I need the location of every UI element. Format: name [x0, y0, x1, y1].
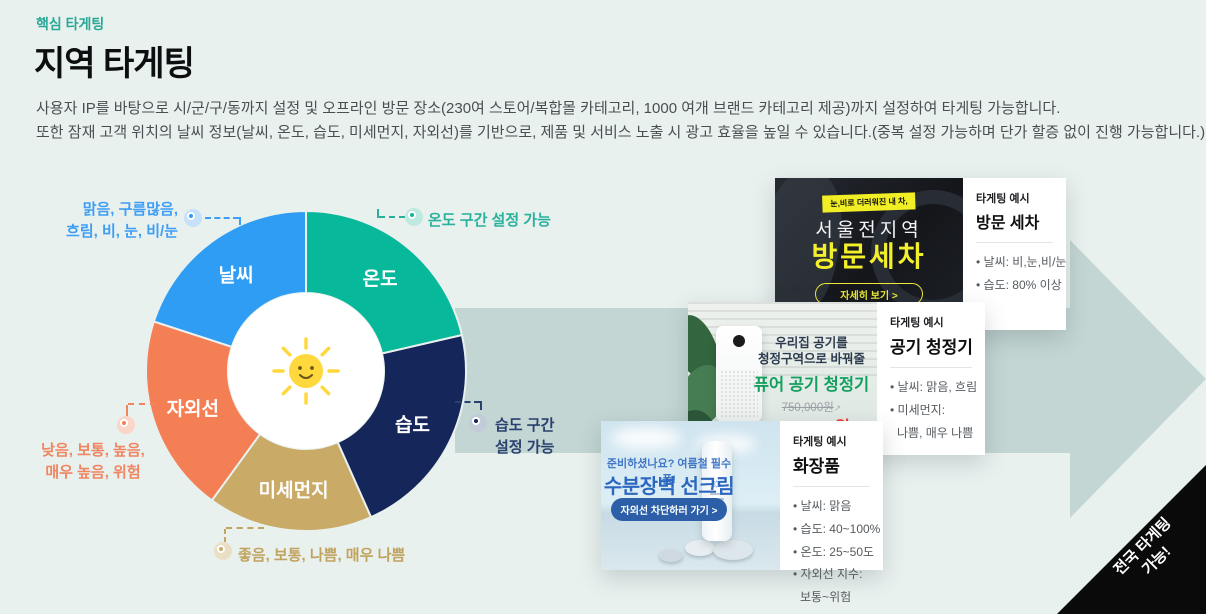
- airpurifier-bullet-dust-cont: 나쁨, 매우 나쁨: [897, 425, 974, 440]
- callout-weather-line1: 맑음, 구름많음,: [82, 201, 178, 218]
- smiling-sun-icon: [272, 337, 340, 405]
- airpurifier-copy-line1: 우리집 공기를: [775, 336, 848, 350]
- temperature-dot-marker: [405, 208, 423, 226]
- description-line-1: 사용자 IP를 바탕으로 시/군/구/동까지 설정 및 오프라인 방문 장소(2…: [36, 100, 1061, 117]
- callout-uv: 낮음, 보통, 높음, 매우 높음, 위험: [20, 440, 166, 484]
- carwash-panel-title: 방문 세차: [976, 215, 1040, 232]
- divider: [793, 486, 870, 487]
- humidity-dash-line: [455, 401, 480, 403]
- uv-dash-line: [128, 403, 156, 405]
- airpurifier-panel: 타게팅 예시 공기 청정기 • 날씨: 맑음, 흐림 • 미세먼지: 나쁨, 매…: [877, 302, 985, 455]
- pebble: [685, 540, 715, 556]
- cosmetics-ad-headline: 수분장벽 선크림: [603, 476, 735, 498]
- weather-dash-line: [205, 217, 239, 219]
- dust-dash-line: [226, 527, 264, 529]
- flow-arrow-head-icon: [1070, 240, 1206, 518]
- pebble: [659, 549, 683, 562]
- divider: [976, 242, 1054, 243]
- airpurifier-bullet-weather: • 날씨: 맑음, 흐림: [890, 380, 978, 394]
- airpurifier-copy-line2: 청정구역으로 바꿔줄: [758, 352, 865, 366]
- callout-uv-line2: 매우 높음, 위험: [45, 464, 141, 481]
- callout-weather-line2: 흐림, 비, 눈, 비/눈: [66, 223, 178, 240]
- cosmetics-panel-title: 화장품: [793, 457, 840, 476]
- callout-humidity-line1: 습도 구간: [495, 417, 555, 434]
- temperature-dash-line: [379, 216, 405, 218]
- cloud: [611, 427, 681, 449]
- airpurifier-old-price: 750,000원↗: [781, 402, 842, 414]
- example-card-cosmetics: ☼ 준비하셨나요? 여름철 필수품! 수분장벽 선크림 자외선 차단하러 가기 …: [601, 421, 883, 604]
- dust-dash-tick: [224, 529, 226, 542]
- airpurifier-ad-copy: 우리집 공기를 청정구역으로 바꿔줄: [750, 335, 873, 367]
- page-title: 지역 타게팅: [34, 45, 195, 83]
- dust-dot-marker: [214, 542, 232, 560]
- carwash-ad-headline: 방문세차: [811, 241, 927, 272]
- cosmetics-panel: 타게팅 예시 화장품 • 날씨: 맑음 • 습도: 40~100% • 온도: …: [780, 421, 883, 604]
- donut-segment-label: 온도: [363, 268, 398, 290]
- corner-ribbon-text: 전국 타게팅 가능!: [1086, 490, 1206, 614]
- sunscreen-tube: ☼: [702, 441, 732, 541]
- callout-dust: 좋음, 보통, 나쁨, 매우 나쁨: [238, 544, 405, 565]
- description-line-2: 또한 잠재 고객 위치의 날씨 정보(날씨, 온도, 습도, 미세먼지, 자외선…: [36, 124, 1206, 141]
- price-arrow-icon: ↗: [833, 403, 842, 413]
- weather-dash-tick: [239, 217, 241, 225]
- humidity-dash-tick: [480, 401, 482, 410]
- temperature-dash-tick: [377, 209, 379, 218]
- donut-segment-label: 습도: [395, 414, 430, 436]
- donut-segment-습도: [336, 333, 467, 519]
- cosmetics-cta-button[interactable]: 자외선 차단하러 가기 >: [611, 498, 727, 521]
- carwash-ad-ribbon: 눈,비로 더러워진 내 차,: [822, 192, 916, 213]
- carwash-bullet-humidity: • 습도: 80% 이상: [976, 277, 1062, 292]
- donut-segment-label: 자외선: [167, 398, 219, 420]
- cosmetics-bullet-humidity: • 습도: 40~100%: [793, 521, 881, 536]
- cosmetics-bullet-weather: • 날씨: 맑음: [793, 499, 852, 513]
- divider: [890, 367, 972, 368]
- donut-segment-label: 날씨: [219, 265, 254, 287]
- donut-segment-label: 미세먼지: [259, 479, 329, 501]
- tube-label-line: [710, 493, 724, 495]
- air-purifier-product: [716, 326, 762, 422]
- carwash-ad-region: 서울전지역: [815, 220, 923, 241]
- weather-dot-marker: [184, 209, 202, 227]
- callout-temperature-text: 온도 구간 설정 가능: [428, 212, 551, 229]
- callout-humidity-line2: 설정 가능: [495, 439, 555, 456]
- callout-dust-text: 좋음, 보통, 나쁨, 매우 나쁨: [238, 547, 406, 564]
- pebble: [713, 540, 753, 560]
- uv-dot-marker: [117, 416, 135, 434]
- uv-dash-tick: [126, 405, 128, 417]
- carwash-panel-eyebrow: 타게팅 예시: [976, 193, 1030, 205]
- section-eyebrow: 핵심 타게팅: [36, 16, 105, 32]
- cosmetics-ad-copy: 준비하셨나요? 여름철 필수품!: [606, 458, 732, 486]
- airpurifier-bullet-dust: • 미세먼지:: [890, 402, 946, 417]
- callout-temperature: 온도 구간 설정 가능: [428, 209, 551, 230]
- callout-humidity: 습도 구간 설정 가능: [495, 415, 554, 459]
- cosmetics-ad-banner: ☼ 준비하셨나요? 여름철 필수품! 수분장벽 선크림 자외선 차단하러 가기 …: [601, 421, 780, 570]
- airpurifier-panel-eyebrow: 타게팅 예시: [890, 317, 944, 329]
- donut-segment-온도: [305, 209, 464, 355]
- callout-uv-line1: 낮음, 보통, 높음,: [41, 442, 145, 459]
- cosmetics-bullet-uv-cont: 보통~위험: [800, 590, 852, 605]
- humidity-dot-marker: [469, 414, 487, 432]
- airpurifier-panel-title: 공기 청정기: [890, 338, 973, 357]
- airpurifier-product-name: 퓨어 공기 청정기: [753, 376, 870, 394]
- sun-logo-icon: ☼: [711, 475, 723, 490]
- cosmetics-bullet-uv: • 자외선 지수:: [793, 567, 863, 582]
- cosmetics-panel-eyebrow: 타게팅 예시: [793, 436, 847, 448]
- callout-weather: 맑음, 구름많음, 흐림, 비, 눈, 비/눈: [22, 199, 178, 243]
- cosmetics-bullet-temperature: • 온도: 25~50도: [793, 544, 875, 559]
- carwash-bullet-weather: • 날씨: 비,눈,비/눈: [976, 255, 1067, 269]
